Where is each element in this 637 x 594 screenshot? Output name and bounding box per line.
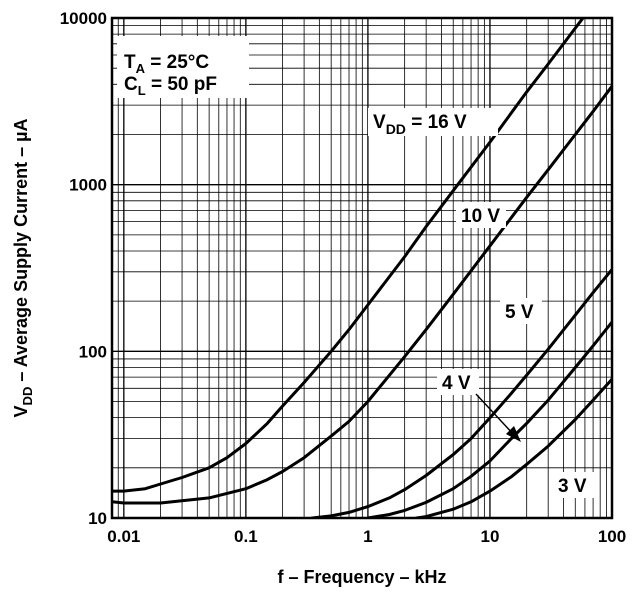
x-tick-label: 10 (480, 527, 499, 546)
cl-label: CL = 50 pF (124, 74, 217, 98)
series-line-3v (415, 377, 612, 518)
x-tick-label: 0.01 (107, 527, 140, 546)
series-line-5v (310, 267, 612, 518)
y-axis-label: VDD – Average Supply Current – µA (11, 119, 35, 418)
tick-labels: 0.01 0.1 1 10 100 10 100 1000 10000 (60, 9, 626, 546)
series-line-4v (366, 320, 612, 518)
series-label-bg-10v (456, 202, 506, 228)
series-line-10v (112, 84, 612, 505)
plot-frame (110, 16, 614, 520)
series-label-3v: 3 V (558, 476, 587, 497)
x-tick-label: 1 (363, 527, 372, 546)
y-tick-label: 1000 (69, 176, 107, 195)
y-tick-label: 10000 (60, 9, 107, 28)
ta-label: TA = 25°C (124, 52, 209, 76)
grid-major (112, 18, 612, 519)
conditions-box (117, 36, 249, 98)
series-4v-arrow-line (475, 393, 516, 437)
series-label-bg-4v (437, 369, 479, 395)
series-label-5v: 5 V (505, 302, 534, 323)
series-label-bg-16v (368, 108, 498, 136)
series-label-16v: VDD = 16 V (373, 112, 467, 137)
curves (112, 18, 612, 518)
series-label-4v: 4 V (442, 373, 471, 394)
series-label-bg-3v (553, 472, 595, 498)
series-label-10v: 10 V (461, 206, 500, 227)
x-axis-label: f – Frequency – kHz (277, 567, 446, 587)
y-tick-label: 10 (88, 509, 107, 528)
series-4v-arrow-head (506, 426, 521, 442)
y-tick-label: 100 (79, 342, 107, 361)
x-tick-label: 0.1 (234, 527, 258, 546)
series-line-16v (112, 18, 585, 493)
series-label-bg-5v (500, 298, 542, 324)
x-tick-label: 100 (598, 527, 626, 546)
